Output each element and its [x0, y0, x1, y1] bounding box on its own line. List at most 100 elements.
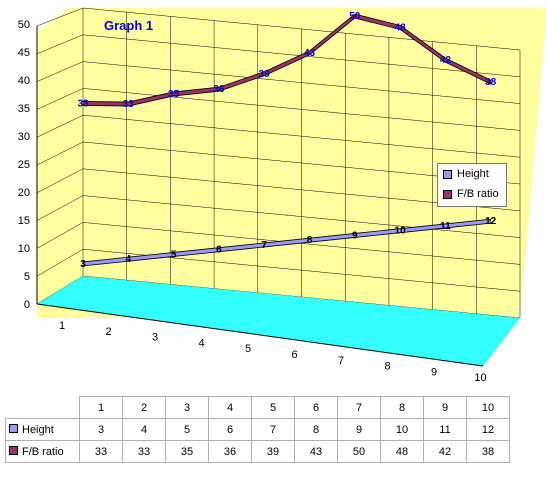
data-point [173, 93, 175, 95]
x-tick-label: 1 [59, 320, 65, 332]
table-row-label: F/B ratio [5, 440, 80, 463]
chart-title: Graph 1 [104, 18, 153, 33]
legend-label-height: Height [457, 168, 489, 180]
data-label: 7 [261, 240, 267, 251]
table-cell: 10 [380, 418, 424, 441]
data-point [490, 220, 492, 222]
table-header-row: 1 2 3 4 5 6 7 8 9 10 [5, 396, 510, 419]
table-cell: 35 [165, 440, 209, 463]
data-label: 33 [123, 99, 135, 110]
x-axis-line [36, 303, 484, 367]
table-cell: 38 [466, 440, 510, 463]
data-label: 36 [213, 84, 225, 95]
y-tick-label: 5 [24, 271, 30, 283]
table-cell: 50 [337, 440, 381, 463]
data-point [82, 102, 84, 104]
table-cell: 43 [294, 440, 338, 463]
data-label: 8 [307, 235, 313, 246]
data-point [354, 15, 356, 17]
data-table: 1 2 3 4 5 6 7 8 9 10 Height 3 4 5 6 7 8 … [5, 396, 510, 463]
data-label: 33 [77, 98, 89, 109]
gridline-side [36, 61, 84, 82]
table-cell: 5 [165, 418, 209, 441]
table-row-label: Height [5, 418, 80, 441]
table-header-cell: 2 [122, 396, 166, 419]
legend-swatch-height [443, 169, 452, 179]
table-header-cell: 4 [208, 396, 252, 419]
x-axis-ticks: 1 2 3 4 5 6 7 8 9 10 [59, 320, 487, 384]
legend-swatch-fb-ratio [443, 189, 452, 199]
table-row-label-text: F/B ratio [22, 445, 64, 458]
data-label: 35 [168, 89, 180, 100]
legend-item-fb-ratio: F/B ratio [438, 184, 506, 204]
data-label: 42 [440, 55, 452, 66]
table-cell: 4 [122, 418, 166, 441]
back-wall [37, 8, 547, 318]
data-point [263, 244, 265, 246]
y-tick-label: 10 [18, 243, 30, 255]
y-tick-label: 25 [18, 159, 30, 171]
floor [37, 276, 520, 366]
table-cell: 8 [294, 418, 338, 441]
y-tick-label: 0 [24, 299, 30, 311]
table-header-cell: 6 [294, 396, 338, 419]
data-point [127, 258, 129, 260]
x-tick-label: 2 [105, 326, 111, 338]
gridline-side [36, 7, 84, 27]
x-tick-label: 4 [198, 337, 204, 349]
x-tick-label: 3 [152, 332, 158, 344]
data-label: 48 [395, 22, 407, 33]
data-point [218, 88, 220, 90]
table-row-label-text: Height [22, 423, 54, 436]
table-swatch-fb-ratio [9, 446, 18, 456]
gridline-side [36, 141, 84, 166]
data-point [354, 234, 356, 236]
gridline-side [36, 195, 84, 221]
data-point [173, 253, 175, 255]
data-label: 43 [304, 48, 316, 59]
gridline-side [36, 248, 84, 277]
y-tick-label: 30 [18, 131, 30, 143]
table-cell: 42 [423, 440, 467, 463]
data-point [309, 239, 310, 241]
y-axis-ticks: 0 5 10 15 20 25 30 35 40 45 50 [18, 19, 30, 311]
table-cell: 6 [208, 418, 252, 441]
data-point [218, 249, 220, 251]
data-label: 9 [352, 230, 358, 241]
table-header-cell: 3 [165, 396, 209, 419]
x-tick-label: 5 [245, 343, 251, 355]
series-ribbon [82, 218, 492, 267]
table-cell: 12 [466, 418, 510, 441]
table-header-cell: 5 [251, 396, 295, 419]
data-point [263, 73, 265, 75]
table-header-cell: 9 [423, 396, 467, 419]
series-height: 3 4 5 6 7 8 9 10 11 12 [80, 216, 496, 270]
x-tick-label: 6 [291, 349, 297, 361]
table-cell: 9 [337, 418, 381, 441]
x-tick-label: 7 [338, 355, 344, 367]
table-cell: 7 [251, 418, 295, 441]
data-label: 12 [485, 216, 497, 227]
x-tick-label: 10 [474, 372, 486, 384]
x-tick-label: 8 [384, 361, 390, 373]
legend-item-height: Height [438, 164, 506, 184]
table-header-cell: 1 [79, 396, 123, 419]
data-label: 39 [259, 69, 271, 80]
series-fb-ratio: 33 33 35 36 39 43 50 48 42 38 [77, 11, 496, 110]
data-label: 5 [171, 249, 177, 260]
table-row-fb-ratio: F/B ratio 33 33 35 36 39 43 50 48 42 38 [5, 440, 510, 463]
table-row-height: Height 3 4 5 6 7 8 9 10 11 12 [5, 418, 510, 441]
table-cell: 48 [380, 440, 424, 463]
y-tick-label: 45 [18, 47, 30, 59]
data-point [399, 26, 401, 28]
table-header-cell: 10 [466, 396, 510, 419]
gridline-side [36, 34, 84, 55]
data-point [444, 59, 446, 61]
legend-label-fb-ratio: F/B ratio [457, 188, 499, 200]
data-point [399, 230, 401, 232]
legend: Height F/B ratio [437, 163, 507, 207]
gridline-side [36, 88, 84, 110]
data-point [309, 52, 310, 54]
side-wall [37, 8, 70, 318]
